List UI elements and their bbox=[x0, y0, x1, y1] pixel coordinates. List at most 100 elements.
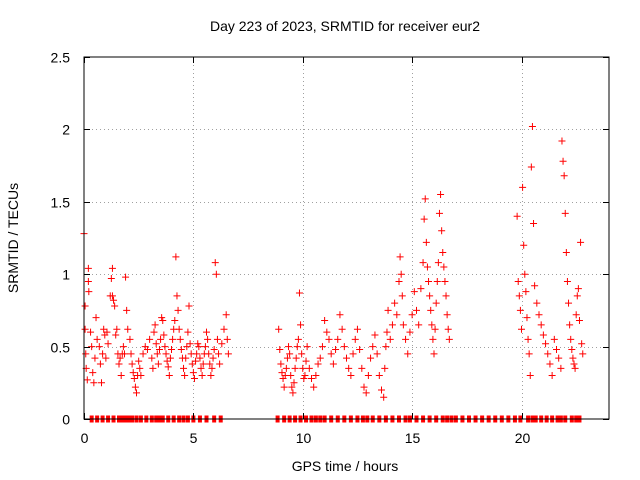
x-tick-label: 5 bbox=[190, 430, 198, 446]
data-point bbox=[85, 288, 93, 296]
data-point bbox=[383, 328, 391, 336]
data-point bbox=[157, 335, 165, 343]
data-point bbox=[404, 350, 412, 358]
data-point bbox=[550, 335, 558, 343]
data-point bbox=[81, 302, 89, 310]
data-point bbox=[568, 345, 576, 353]
data-point bbox=[553, 345, 560, 353]
data-point bbox=[347, 372, 355, 380]
x-axis-label: GPS time / hours bbox=[292, 458, 399, 474]
data-point bbox=[127, 350, 135, 358]
data-point bbox=[126, 335, 134, 343]
data-point bbox=[154, 360, 162, 368]
data-point bbox=[203, 328, 210, 336]
data-point bbox=[146, 335, 154, 343]
data-point bbox=[437, 191, 445, 199]
data-point bbox=[426, 292, 434, 300]
data-point bbox=[166, 354, 174, 362]
data-point bbox=[308, 374, 315, 382]
data-point bbox=[364, 372, 372, 380]
data-point bbox=[204, 335, 212, 343]
data-point bbox=[419, 259, 427, 267]
data-point bbox=[516, 306, 524, 314]
data-point bbox=[395, 277, 403, 285]
data-point bbox=[198, 372, 206, 380]
data-point bbox=[173, 292, 181, 300]
data-point bbox=[367, 354, 375, 362]
data-point bbox=[161, 343, 169, 351]
data-point bbox=[521, 270, 529, 278]
x-tick-label: 20 bbox=[515, 430, 531, 446]
data-point bbox=[96, 360, 104, 368]
data-point bbox=[548, 372, 556, 380]
data-point bbox=[213, 335, 221, 343]
data-point bbox=[149, 364, 157, 372]
data-point bbox=[567, 335, 575, 343]
data-point bbox=[518, 325, 525, 333]
data-point bbox=[439, 248, 447, 256]
data-point bbox=[422, 238, 430, 246]
data-point bbox=[546, 360, 554, 368]
data-point bbox=[520, 241, 528, 249]
data-point bbox=[314, 360, 322, 368]
data-point bbox=[193, 350, 201, 358]
data-point bbox=[177, 345, 185, 353]
data-point bbox=[570, 360, 578, 368]
data-point bbox=[299, 364, 307, 372]
data-point bbox=[340, 343, 348, 351]
data-point bbox=[443, 311, 451, 319]
data-point bbox=[300, 374, 308, 382]
y-axis-label: SRMTID / TECUs bbox=[5, 183, 21, 293]
data-point bbox=[190, 374, 198, 382]
data-point bbox=[184, 328, 192, 336]
data-point bbox=[434, 259, 442, 267]
data-point bbox=[150, 328, 158, 336]
data-point bbox=[92, 314, 100, 322]
data-point bbox=[180, 364, 188, 372]
data-point bbox=[182, 354, 190, 362]
data-point bbox=[83, 376, 91, 384]
y-tick-label: 0 bbox=[62, 412, 70, 428]
data-point bbox=[107, 275, 115, 283]
data-point bbox=[220, 325, 228, 333]
y-tick-label: 0.5 bbox=[51, 340, 71, 356]
data-point bbox=[123, 306, 131, 314]
data-point bbox=[410, 288, 418, 296]
data-point bbox=[201, 343, 209, 351]
data-point bbox=[531, 282, 539, 290]
data-point bbox=[371, 331, 379, 339]
data-point bbox=[398, 292, 406, 300]
data-point bbox=[181, 372, 189, 380]
data-point bbox=[183, 343, 191, 351]
data-point bbox=[100, 325, 108, 333]
data-point bbox=[131, 383, 139, 391]
data-point bbox=[301, 372, 309, 380]
data-point bbox=[84, 277, 92, 285]
data-point bbox=[292, 354, 300, 362]
data-point bbox=[380, 393, 388, 401]
data-point bbox=[113, 325, 121, 333]
data-point bbox=[90, 379, 98, 387]
data-point bbox=[158, 314, 166, 322]
data-point bbox=[195, 343, 203, 351]
data-point bbox=[186, 340, 194, 348]
data-point bbox=[444, 325, 452, 333]
data-point bbox=[382, 343, 390, 351]
data-point bbox=[302, 357, 310, 365]
data-point bbox=[338, 325, 346, 333]
data-point bbox=[95, 343, 103, 351]
data-point bbox=[565, 299, 573, 307]
data-point bbox=[297, 321, 305, 329]
data-point bbox=[120, 350, 128, 358]
data-point bbox=[89, 369, 97, 377]
data-point bbox=[399, 321, 407, 329]
data-point bbox=[153, 350, 161, 358]
data-point bbox=[343, 354, 350, 362]
data-point bbox=[210, 345, 218, 353]
data-point bbox=[515, 292, 523, 300]
data-point bbox=[397, 270, 405, 278]
data-point bbox=[575, 317, 583, 325]
data-point bbox=[192, 357, 200, 365]
data-point bbox=[316, 354, 324, 362]
data-point bbox=[544, 350, 552, 358]
